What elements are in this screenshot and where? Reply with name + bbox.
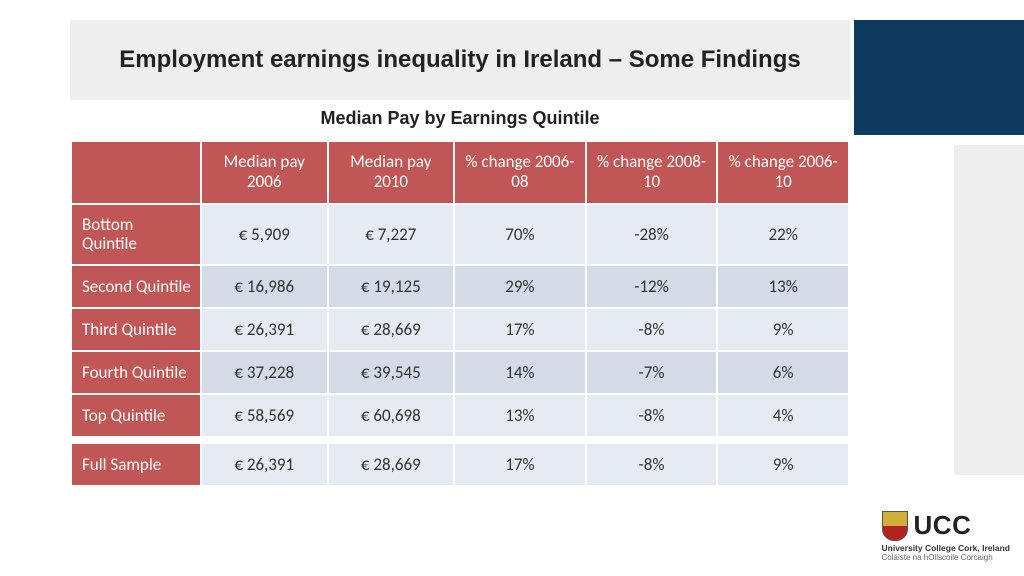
col-change-0810: % change 2008-10 (586, 141, 718, 204)
col-change-0610: % change 2006-10 (717, 141, 849, 204)
cell: 17% (454, 308, 586, 351)
row-label: Fourth Quintile (71, 351, 201, 394)
table-corner (71, 141, 201, 204)
table-row: Third Quintile € 26,391 € 28,669 17% -8%… (71, 308, 849, 351)
cell: € 26,391 (201, 308, 328, 351)
cell: € 7,227 (328, 204, 455, 265)
cell: 9% (717, 443, 849, 486)
title-bar: Employment earnings inequality in Irelan… (70, 20, 850, 100)
cell: 4% (717, 394, 849, 437)
cell: 13% (454, 394, 586, 437)
cell: 6% (717, 351, 849, 394)
logo-acronym: UCC (914, 510, 972, 541)
cell: 29% (454, 265, 586, 308)
col-median-2006: Median pay 2006 (201, 141, 328, 204)
logo-line2: Coláiste na hOllscoile Corcaigh (882, 553, 1010, 562)
table-row: Bottom Quintile € 5,909 € 7,227 70% -28%… (71, 204, 849, 265)
table-row: Fourth Quintile € 37,228 € 39,545 14% -7… (71, 351, 849, 394)
cell: € 28,669 (328, 443, 455, 486)
cell: -12% (586, 265, 718, 308)
table-row: Top Quintile € 58,569 € 60,698 13% -8% 4… (71, 394, 849, 437)
cell: 17% (454, 443, 586, 486)
cell: 22% (717, 204, 849, 265)
crest-icon (882, 511, 908, 541)
cell: -7% (586, 351, 718, 394)
cell: € 37,228 (201, 351, 328, 394)
row-label: Top Quintile (71, 394, 201, 437)
cell: -28% (586, 204, 718, 265)
cell: -8% (586, 394, 718, 437)
cell: € 26,391 (201, 443, 328, 486)
cell: 13% (717, 265, 849, 308)
table-header-row: Median pay 2006 Median pay 2010 % change… (71, 141, 849, 204)
cell: 14% (454, 351, 586, 394)
table-body: Bottom Quintile € 5,909 € 7,227 70% -28%… (71, 204, 849, 486)
row-label: Full Sample (71, 443, 201, 486)
cell: € 60,698 (328, 394, 455, 437)
ucc-logo: UCC University College Cork, Ireland Col… (882, 510, 1010, 562)
cell: € 5,909 (201, 204, 328, 265)
logo-line1: University College Cork, Ireland (882, 543, 1010, 553)
col-median-2010: Median pay 2010 (328, 141, 455, 204)
page-title: Employment earnings inequality in Irelan… (119, 46, 800, 75)
cell: € 16,986 (201, 265, 328, 308)
table-summary-row: Full Sample € 26,391 € 28,669 17% -8% 9% (71, 443, 849, 486)
navy-accent-block (854, 20, 1024, 135)
earnings-table: Median pay 2006 Median pay 2010 % change… (70, 140, 850, 487)
cell: -8% (586, 308, 718, 351)
col-change-0608: % change 2006-08 (454, 141, 586, 204)
cell: -8% (586, 443, 718, 486)
row-label: Third Quintile (71, 308, 201, 351)
row-label: Second Quintile (71, 265, 201, 308)
row-label: Bottom Quintile (71, 204, 201, 265)
cell: 70% (454, 204, 586, 265)
cell: € 58,569 (201, 394, 328, 437)
cell: € 28,669 (328, 308, 455, 351)
gray-accent-block (954, 145, 1024, 475)
cell: 9% (717, 308, 849, 351)
cell: € 39,545 (328, 351, 455, 394)
cell: € 19,125 (328, 265, 455, 308)
table-row: Second Quintile € 16,986 € 19,125 29% -1… (71, 265, 849, 308)
subtitle: Median Pay by Earnings Quintile (70, 108, 850, 129)
